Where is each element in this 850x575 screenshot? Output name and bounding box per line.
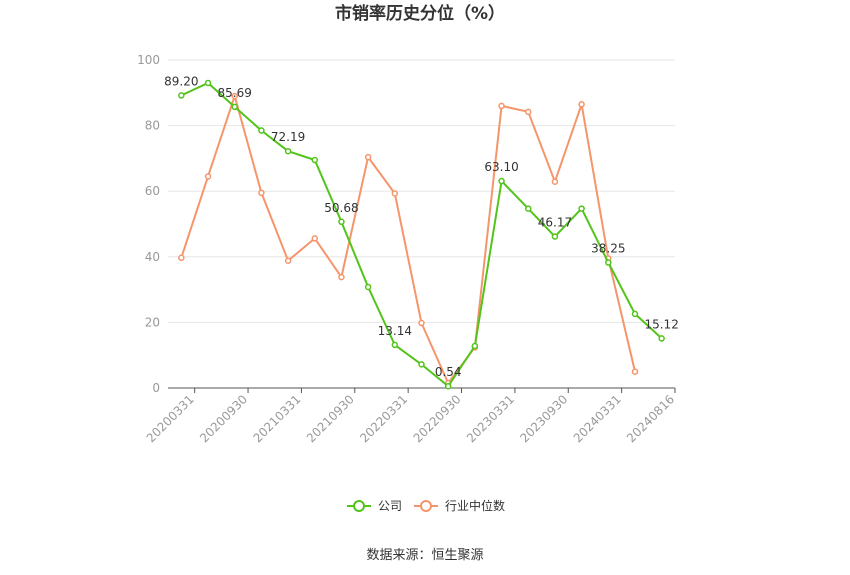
data-point-company[interactable] bbox=[204, 79, 212, 87]
data-label: 89.20 bbox=[164, 74, 198, 88]
data-point-company[interactable] bbox=[578, 205, 585, 212]
series-line-company bbox=[180, 82, 663, 388]
data-label: 85.69 bbox=[218, 86, 252, 100]
data-point-company[interactable] bbox=[498, 177, 505, 185]
data-point-industry-median[interactable] bbox=[631, 368, 639, 375]
legend-marker-industry-median bbox=[420, 500, 432, 512]
data-point-industry-median[interactable] bbox=[364, 153, 372, 161]
data-point-company[interactable] bbox=[551, 233, 559, 240]
data-point-industry-median[interactable] bbox=[204, 173, 212, 180]
legend[interactable]: 公司 行业中位数 bbox=[347, 498, 505, 513]
data-point-company[interactable] bbox=[338, 218, 345, 226]
legend-label-industry-median: 行业中位数 bbox=[445, 498, 505, 513]
data-point-industry-median[interactable] bbox=[178, 254, 185, 262]
data-labels: 89.20 85.69 72.19 50.68 13.14 0.54 63.10 46.17 3… bbox=[164, 74, 679, 379]
data-point-company[interactable] bbox=[524, 205, 532, 212]
y-axis: 0 20 40 60 80 100 bbox=[137, 53, 160, 395]
data-point-industry-median[interactable] bbox=[391, 190, 399, 197]
data-point-company[interactable] bbox=[444, 382, 452, 390]
source-note: 数据来源：恒生聚源 bbox=[366, 548, 483, 563]
data-point-industry-median[interactable] bbox=[524, 108, 532, 116]
data-label: 46.17 bbox=[538, 216, 572, 230]
data-point-company[interactable] bbox=[178, 92, 185, 99]
data-point-company[interactable] bbox=[311, 156, 319, 164]
y-tick-label: 40 bbox=[145, 250, 160, 264]
data-label: 38.25 bbox=[591, 242, 625, 256]
x-tick-label: 20210930 bbox=[304, 392, 357, 445]
data-point-industry-median[interactable] bbox=[311, 235, 319, 242]
series-layer bbox=[178, 79, 665, 390]
y-tick-label: 60 bbox=[145, 184, 160, 198]
x-tick-label: 20220930 bbox=[411, 392, 464, 445]
data-point-company[interactable] bbox=[605, 259, 612, 266]
y-tick-label: 20 bbox=[145, 315, 160, 329]
data-point-industry-median[interactable] bbox=[551, 178, 559, 185]
x-tick-label: 20240816 bbox=[624, 392, 677, 445]
x-tick-label: 20200331 bbox=[144, 392, 197, 445]
data-label: 63.10 bbox=[484, 160, 518, 174]
data-point-company[interactable] bbox=[418, 361, 425, 368]
data-point-industry-median[interactable] bbox=[284, 257, 292, 264]
data-label: 0.54 bbox=[435, 365, 462, 379]
x-tick-label: 20210331 bbox=[250, 392, 303, 445]
x-tick-label: 20220331 bbox=[357, 392, 410, 445]
data-point-industry-median[interactable] bbox=[578, 101, 585, 108]
legend-marker-company bbox=[353, 500, 365, 512]
x-axis: 20200331 20200930 20210331 20210930 20220331… bbox=[144, 387, 677, 445]
x-tick-label: 20230930 bbox=[517, 392, 570, 445]
chart-title: 市销率历史分位（%） bbox=[335, 3, 505, 24]
data-point-industry-median[interactable] bbox=[231, 92, 238, 100]
x-tick-label: 20200930 bbox=[197, 392, 250, 445]
x-tick-label: 20230331 bbox=[464, 392, 517, 445]
y-tick-label: 100 bbox=[137, 53, 160, 67]
y-tick-label: 80 bbox=[145, 119, 160, 133]
series-line-industry-median bbox=[180, 95, 636, 385]
data-point-industry-median[interactable] bbox=[258, 189, 265, 197]
legend-item-company[interactable]: 公司 bbox=[347, 499, 402, 513]
data-point-industry-median[interactable] bbox=[498, 102, 505, 110]
grid bbox=[168, 59, 675, 323]
legend-label-company: 公司 bbox=[378, 499, 402, 513]
data-point-company[interactable] bbox=[231, 103, 238, 111]
data-label: 15.12 bbox=[644, 317, 678, 331]
legend-item-industry-median[interactable]: 行业中位数 bbox=[414, 498, 505, 513]
data-point-company[interactable] bbox=[658, 335, 665, 342]
data-point-company[interactable] bbox=[364, 283, 372, 291]
x-tick-label: 20240331 bbox=[571, 392, 624, 445]
y-tick-label: 0 bbox=[152, 381, 160, 395]
data-point-company[interactable] bbox=[258, 127, 265, 134]
data-point-company[interactable] bbox=[391, 341, 399, 349]
data-label: 13.14 bbox=[378, 324, 412, 338]
data-point-company[interactable] bbox=[631, 310, 639, 318]
data-label: 72.19 bbox=[271, 130, 305, 144]
data-point-company[interactable] bbox=[284, 147, 292, 155]
data-point-industry-median[interactable] bbox=[338, 273, 345, 281]
data-label: 50.68 bbox=[324, 201, 358, 215]
data-point-company[interactable] bbox=[471, 342, 479, 350]
data-point-industry-median[interactable] bbox=[418, 319, 425, 327]
